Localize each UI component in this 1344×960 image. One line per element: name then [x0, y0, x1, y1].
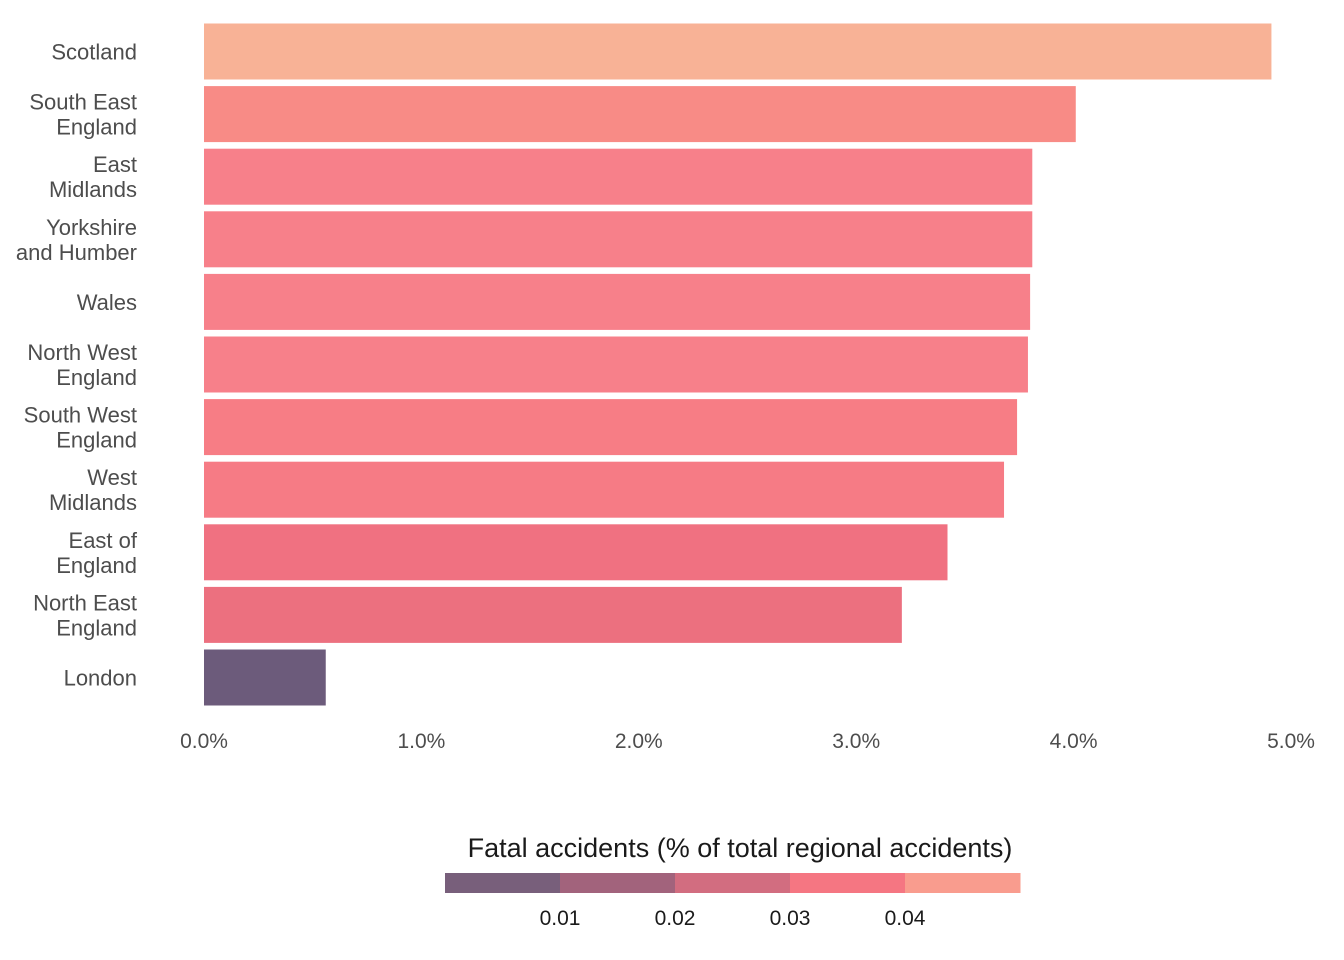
category-label-line: Wales — [77, 290, 137, 315]
legend-tick-label: 0.02 — [655, 907, 696, 930]
x-axis-tick-labels: 0.0% 1.0% 2.0% 3.0% 4.0% 5.0% — [180, 730, 1315, 753]
category-label-line: East of — [69, 528, 138, 553]
category-label-line: England — [56, 115, 137, 140]
legend-swatch — [790, 873, 906, 893]
legend-title: Fatal accidents (% of total regional acc… — [468, 833, 1013, 863]
x-tick-label: 4.0% — [1050, 730, 1098, 753]
bar — [204, 399, 1018, 456]
legend-tick-label: 0.04 — [885, 907, 926, 930]
category-label-line: London — [64, 666, 137, 691]
category-label-line: England — [56, 365, 137, 390]
x-tick-label: 1.0% — [397, 730, 445, 753]
bar — [204, 586, 902, 643]
category-label: South West England — [24, 403, 137, 453]
legend-tick-labels: 0.01 0.02 0.03 0.04 — [540, 907, 926, 930]
category-label: North West England — [27, 340, 137, 390]
bar — [204, 148, 1033, 205]
category-label-line: Yorkshire — [46, 215, 137, 240]
category-label-line: England — [56, 553, 137, 578]
category-label-line: England — [56, 615, 137, 640]
bar — [204, 336, 1028, 393]
category-label: Scotland — [51, 40, 137, 65]
category-label-line: North East — [33, 590, 137, 615]
legend: Fatal accidents (% of total regional acc… — [445, 833, 1021, 930]
category-label-line: North West — [27, 340, 137, 365]
legend-tick-label: 0.01 — [540, 907, 581, 930]
x-tick-label: 3.0% — [832, 730, 880, 753]
category-label: West Midlands — [49, 465, 137, 515]
category-label-line: Midlands — [49, 177, 137, 202]
x-tick-label: 0.0% — [180, 730, 228, 753]
bar — [204, 211, 1033, 268]
legend-swatch — [905, 873, 1021, 893]
category-label-line: East — [93, 152, 137, 177]
bar — [204, 86, 1076, 143]
category-label-line: England — [56, 428, 137, 453]
category-label-line: West — [87, 465, 137, 490]
category-label-line: and Humber — [16, 240, 137, 265]
x-tick-label: 5.0% — [1267, 730, 1315, 753]
category-label-line: South East — [29, 90, 137, 115]
bar — [204, 273, 1031, 330]
legend-swatch — [445, 873, 561, 893]
bar — [204, 524, 948, 581]
category-label: South East England — [29, 90, 137, 140]
legend-tick-label: 0.03 — [770, 907, 811, 930]
category-label: London — [64, 666, 137, 691]
bars-group — [204, 23, 1272, 706]
category-label: Yorkshire and Humber — [16, 215, 137, 265]
bar — [204, 461, 1005, 518]
category-label-line: South West — [24, 403, 137, 428]
category-label: East of England — [56, 528, 138, 578]
bar — [204, 23, 1272, 80]
category-label: Wales — [77, 290, 137, 315]
legend-swatch — [675, 873, 791, 893]
category-label: North East England — [33, 590, 137, 640]
category-label-line: Midlands — [49, 490, 137, 515]
bar — [204, 649, 326, 706]
legend-colorbar — [445, 873, 1021, 893]
category-label: East Midlands — [49, 152, 137, 202]
category-label-line: Scotland — [51, 40, 137, 65]
x-tick-label: 2.0% — [615, 730, 663, 753]
legend-swatch — [560, 873, 676, 893]
